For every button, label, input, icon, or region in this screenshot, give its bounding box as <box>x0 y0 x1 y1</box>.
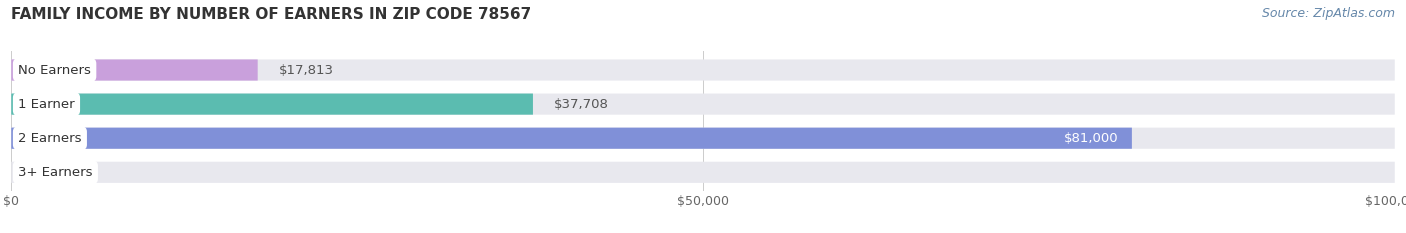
FancyBboxPatch shape <box>11 93 533 115</box>
FancyBboxPatch shape <box>11 59 1395 81</box>
Text: FAMILY INCOME BY NUMBER OF EARNERS IN ZIP CODE 78567: FAMILY INCOME BY NUMBER OF EARNERS IN ZI… <box>11 7 531 22</box>
FancyBboxPatch shape <box>11 59 257 81</box>
Text: $0: $0 <box>32 166 49 179</box>
Text: Source: ZipAtlas.com: Source: ZipAtlas.com <box>1261 7 1395 20</box>
FancyBboxPatch shape <box>11 128 1395 149</box>
FancyBboxPatch shape <box>11 93 1395 115</box>
Text: No Earners: No Earners <box>18 64 91 76</box>
Text: $81,000: $81,000 <box>1063 132 1118 145</box>
Text: $37,708: $37,708 <box>554 98 609 111</box>
Text: 3+ Earners: 3+ Earners <box>18 166 93 179</box>
FancyBboxPatch shape <box>11 162 1395 183</box>
FancyBboxPatch shape <box>11 128 1132 149</box>
Text: 2 Earners: 2 Earners <box>18 132 82 145</box>
Text: 1 Earner: 1 Earner <box>18 98 75 111</box>
Text: $17,813: $17,813 <box>278 64 333 76</box>
